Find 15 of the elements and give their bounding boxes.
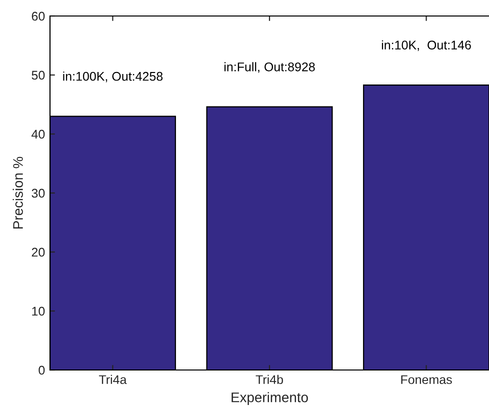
y-tick-label: 30: [32, 188, 45, 198]
y-tick-label: 50: [32, 70, 45, 80]
y-tick-label: 20: [32, 248, 45, 257]
y-tick-label: 40: [32, 130, 45, 139]
x-tick-label: Tri4b: [256, 374, 283, 384]
annotation: in:Full, Out:8928: [224, 62, 315, 73]
y-tick-label: 0: [38, 366, 45, 375]
x-axis-title: Experimento: [232, 392, 308, 406]
y-axis-title: Precision %: [12, 156, 23, 229]
x-tick-label: Tri4a: [98, 374, 127, 384]
x-tick-label: Fonemas: [401, 375, 452, 384]
annotation: in:100K, Out:4258: [63, 72, 163, 82]
annotation: in:10K, Out:146: [382, 40, 471, 51]
y-tick-label: 60: [32, 12, 45, 21]
y-tick-label: 10: [32, 306, 45, 316]
